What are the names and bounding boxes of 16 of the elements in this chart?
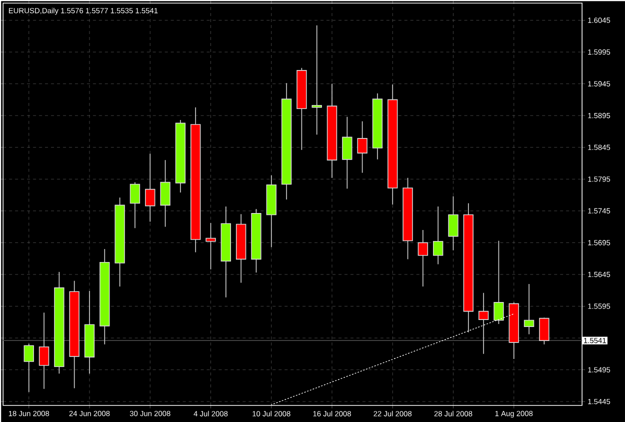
candlestick [524, 283, 534, 334]
candlestick [38, 312, 50, 390]
candlestick [448, 196, 458, 251]
candlestick [494, 240, 504, 324]
candlestick [312, 24, 322, 135]
candlestick [432, 206, 444, 265]
candlestick [24, 343, 34, 392]
candlestick [539, 317, 550, 345]
candlestick [418, 229, 428, 287]
candlestick [357, 120, 368, 173]
candlestick [206, 222, 216, 270]
candlestick [160, 159, 170, 228]
candlestick [342, 116, 352, 189]
candlestick [478, 292, 489, 354]
candlestick [130, 182, 140, 228]
candlestick [145, 153, 156, 222]
